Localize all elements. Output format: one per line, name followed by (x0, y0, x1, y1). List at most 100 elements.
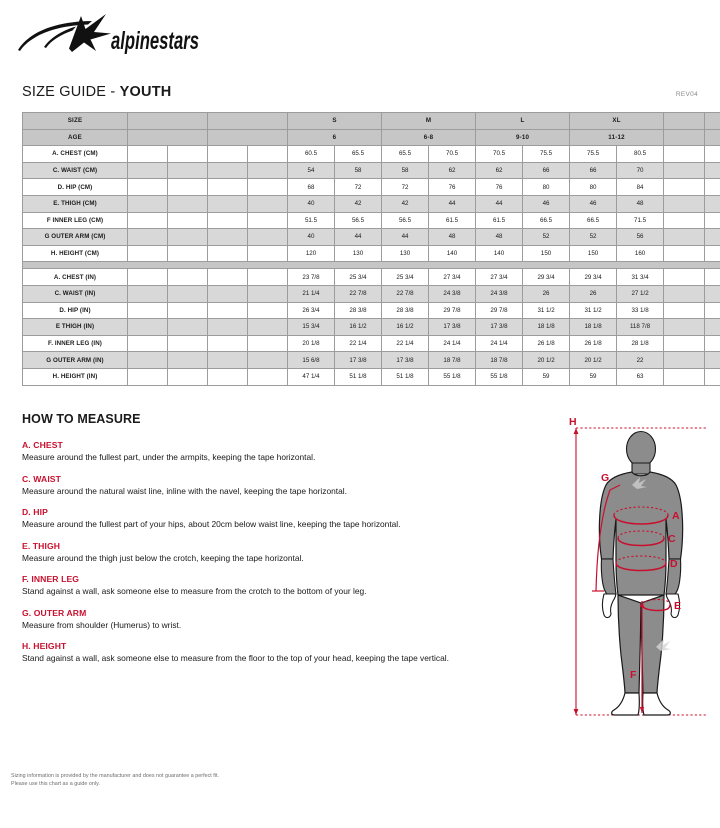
table-row: A. CHEST (IN) 23 7/8 25 3/4 25 3/4 27 3/4 27 … (22, 268, 720, 286)
table-row: G OUTER ARM (IN) 15 6/8 17 3/8 17 3/8 18 7/8… (22, 351, 720, 369)
cell-in-4-5: 26 1/8 (522, 334, 571, 353)
how-to-measure-heading: HOW TO MEASURE (22, 412, 141, 426)
cell-cm-0-3: 70.5 (428, 145, 477, 163)
outer-arm-measure-line (595, 489, 611, 592)
cell-cm-1-1: 58 (333, 161, 383, 180)
row-in-6-leadblank-0 (127, 367, 168, 386)
row-cm-1-leadblank-2 (207, 161, 248, 180)
cell-in-3-6: 18 1/8 (569, 318, 618, 336)
table-row: E THIGH (IN) 15 3/4 16 1/2 16 1/2 17 3/8 17 3… (22, 318, 720, 336)
marker-label-G: G (601, 472, 609, 484)
row-label-cm-3: E. THIGH (CM) (22, 194, 128, 213)
cell-in-4-6: 26 1/8 (569, 334, 618, 353)
header-size-label: SIZE (22, 112, 128, 130)
revision-label: REV04 (675, 91, 698, 98)
row-cm-4-leadblank-3 (247, 211, 288, 230)
row-cm-4-tailblank-0 (663, 211, 706, 230)
cell-cm-3-0: 40 (287, 194, 335, 213)
row-cm-2-leadblank-0 (127, 178, 168, 196)
body-measurement-diagram: H G A C D E F (566, 415, 716, 745)
cell-cm-4-4: 61.5 (475, 211, 524, 230)
cell-cm-1-0: 54 (287, 161, 335, 180)
row-in-3-leadblank-3 (247, 318, 288, 336)
size-chart-table: SIZE S M L XL AGE 6 6-8 9-10 11-12 A. CHEST (CM) 60… (21, 112, 720, 386)
row-in-3-leadblank-1 (167, 318, 208, 336)
row-cm-4-tailblank-1 (704, 211, 720, 230)
row-label-cm-4: F INNER LEG (CM) (22, 211, 128, 230)
cell-cm-2-5: 80 (522, 178, 571, 196)
cell-in-2-7: 33 1/8 (616, 301, 665, 320)
marker-label-H: H (569, 416, 577, 428)
row-cm-2-leadblank-3 (247, 178, 288, 196)
header-size-tail-0 (663, 112, 706, 130)
cell-in-5-2: 17 3/8 (381, 351, 430, 369)
measure-item-title: D. HIP (22, 507, 48, 517)
cell-cm-5-4: 48 (475, 228, 524, 246)
row-cm-3-leadblank-2 (207, 194, 248, 213)
measure-item-desc: Measure around the fullest part of your … (22, 519, 401, 529)
row-cm-1-leadblank-0 (127, 161, 168, 180)
row-cm-1-leadblank-3 (247, 161, 288, 180)
header-size-pad-0 (127, 112, 208, 130)
measure-item-desc: Measure around the thigh just below the … (22, 552, 304, 563)
brand-logo: alpinestars (14, 10, 204, 58)
page-title: SIZE GUIDE - YOUTH (22, 84, 171, 100)
row-label-cm-2: D. HIP (CM) (22, 178, 128, 196)
row-in-1-tailblank-1 (704, 284, 720, 303)
cell-in-4-2: 22 1/4 (381, 334, 430, 353)
cell-cm-0-4: 70.5 (475, 145, 524, 163)
row-cm-6-leadblank-0 (127, 244, 168, 263)
table-row: F INNER LEG (CM) 51.5 56.5 56.5 61.5 61.5 66.5… (22, 211, 720, 230)
cell-cm-5-5: 52 (522, 228, 571, 246)
cell-in-2-3: 29 7/8 (428, 301, 477, 320)
row-cm-6-leadblank-1 (167, 244, 208, 263)
cell-cm-4-6: 66.5 (569, 211, 618, 230)
header-age-tail-0 (663, 128, 706, 147)
row-cm-1-leadblank-1 (167, 161, 208, 180)
measure-item-desc: Measure around the natural waist line, i… (22, 485, 347, 496)
header-age-pad-1 (207, 128, 288, 147)
row-in-2-leadblank-1 (167, 301, 208, 320)
cell-cm-4-3: 61.5 (428, 211, 477, 230)
cell-in-6-0: 47 1/4 (287, 367, 335, 386)
header-size-tail-1 (704, 112, 720, 130)
cell-cm-3-3: 44 (428, 194, 477, 213)
cell-cm-6-6: 150 (569, 244, 618, 263)
row-cm-2-leadblank-2 (207, 178, 248, 196)
cell-in-2-1: 28 3/8 (333, 301, 383, 320)
row-in-2-tailblank-1 (704, 301, 720, 320)
row-in-1-leadblank-2 (207, 284, 248, 303)
table-header-age-row: AGE 6 6-8 9-10 11-12 (22, 128, 720, 147)
row-cm-5-leadblank-1 (167, 228, 208, 246)
cell-cm-2-4: 76 (475, 178, 524, 196)
marker-label-D: D (670, 558, 678, 570)
table-row: H. HEIGHT (IN) 47 1/4 51 1/8 51 1/8 55 1/8 55… (22, 367, 720, 386)
separator-cell (21, 261, 720, 270)
measure-item-desc: Measure around the fullest part, under t… (22, 452, 316, 462)
row-cm-1-tailblank-1 (704, 161, 720, 180)
row-in-5-leadblank-2 (207, 351, 248, 369)
table-row: G OUTER ARM (CM) 40 44 44 48 48 52 52 56 (22, 228, 720, 246)
body-figure-svg: H G A C D E F (569, 416, 706, 716)
row-in-4-leadblank-2 (207, 334, 248, 353)
row-cm-6-leadblank-3 (247, 244, 288, 263)
row-label-in-2: D. HIP (IN) (22, 301, 128, 320)
row-cm-2-tailblank-1 (704, 178, 720, 196)
row-cm-3-leadblank-3 (247, 194, 288, 213)
cell-cm-0-0: 60.5 (287, 145, 335, 163)
how-to-measure-section: HOW TO MEASURE A. CHEST Measure around th… (22, 412, 567, 675)
cell-in-6-6: 59 (569, 367, 618, 386)
cell-in-4-4: 24 1/4 (475, 334, 524, 353)
header-age-pad-0 (127, 128, 208, 147)
row-cm-4-leadblank-0 (127, 211, 168, 230)
cell-in-1-3: 24 3/8 (428, 284, 477, 303)
cell-in-1-2: 22 7/8 (381, 284, 430, 303)
header-age-2: 9-10 (475, 128, 571, 147)
cell-cm-2-3: 76 (428, 178, 477, 196)
table-row: H. HEIGHT (CM) 120 130 130 140 140 150 150 160 (22, 244, 720, 263)
row-label-in-0: A. CHEST (IN) (22, 268, 128, 286)
cell-in-4-1: 22 1/4 (333, 334, 383, 353)
row-cm-2-leadblank-1 (167, 178, 208, 196)
cell-in-3-4: 17 3/8 (475, 318, 524, 336)
row-in-0-leadblank-2 (207, 268, 248, 286)
